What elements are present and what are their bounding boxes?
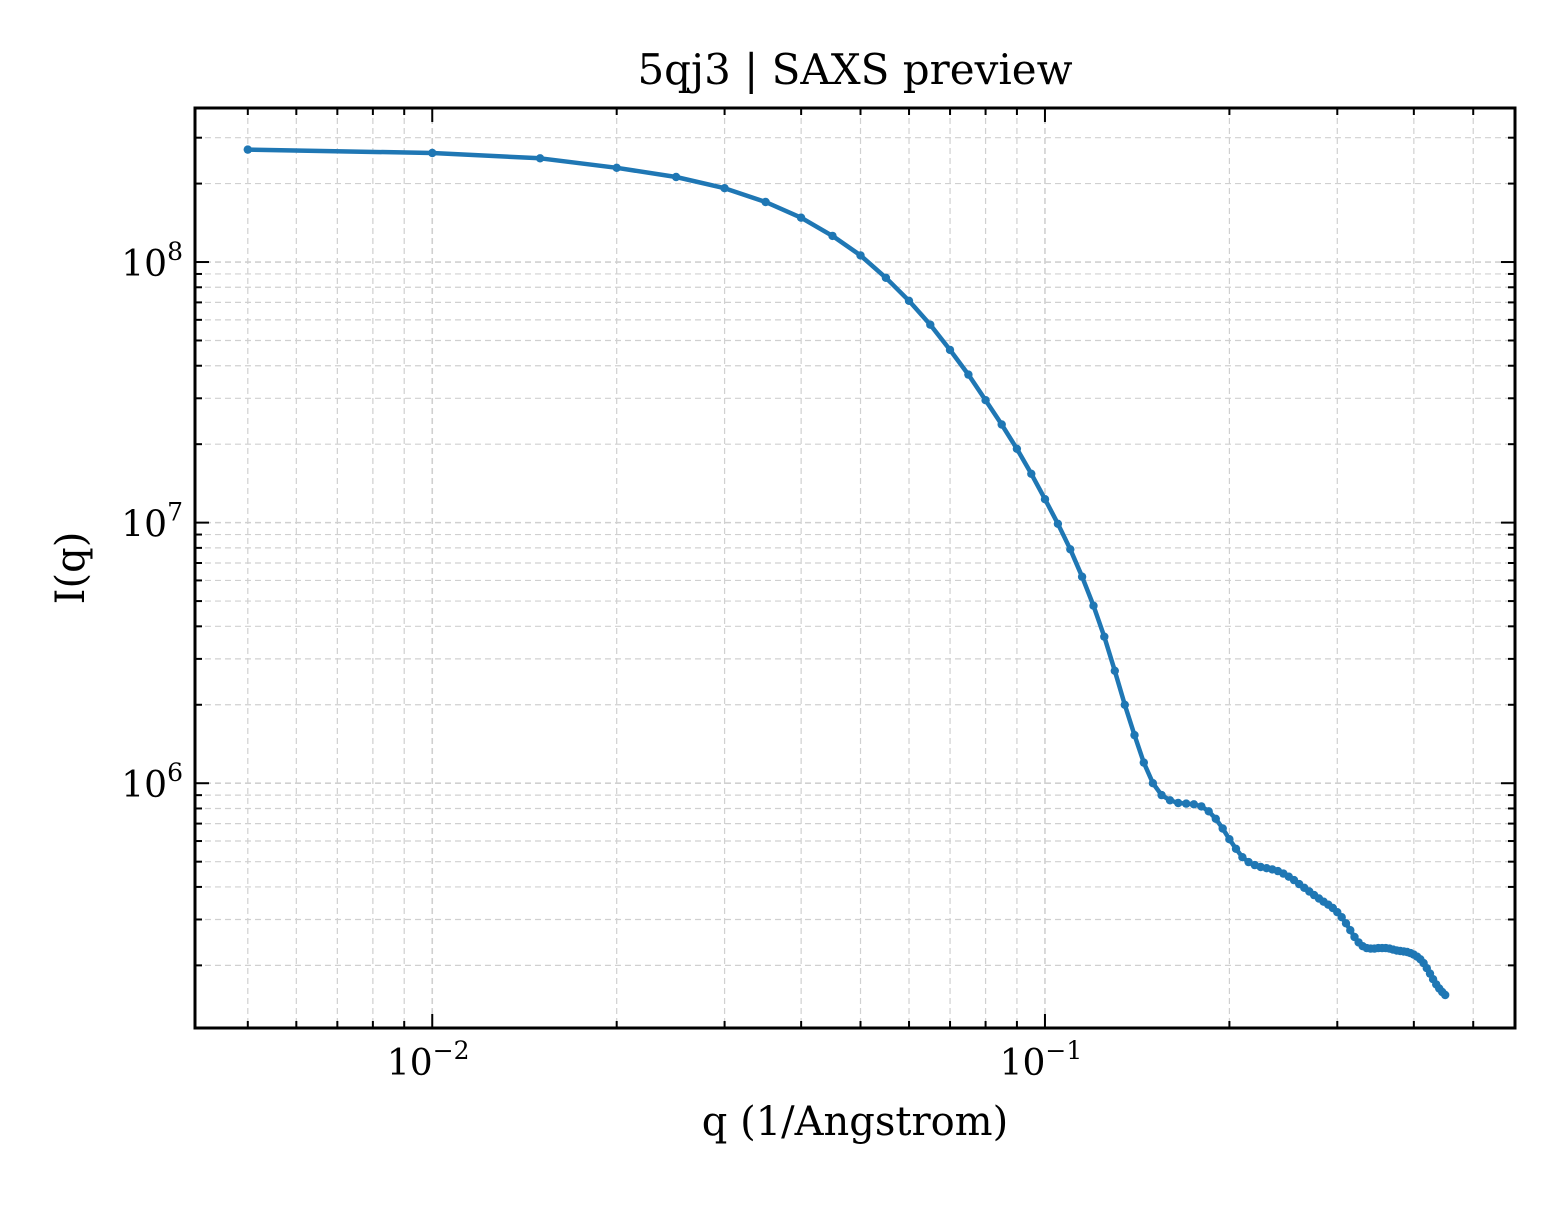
data-point — [1231, 844, 1241, 853]
data-point — [964, 370, 973, 379]
x-axis-label: q (1/Angstrom) — [702, 1099, 1008, 1145]
data-point — [1341, 919, 1351, 928]
data-point — [1238, 853, 1247, 862]
data-point — [856, 251, 865, 260]
series-layer — [243, 145, 1450, 1000]
data-point — [1120, 700, 1130, 709]
y-axis-label: I(q) — [48, 532, 94, 605]
data-point — [1441, 990, 1450, 1000]
data-point — [761, 197, 770, 207]
data-point — [1040, 495, 1050, 504]
data-point — [904, 296, 914, 305]
data-point — [945, 345, 955, 355]
data-point — [671, 172, 681, 182]
tick-labels: 10−2 10−1 106 107 108 — [121, 237, 1082, 1084]
data-point — [997, 420, 1006, 429]
data-point — [1066, 545, 1075, 554]
y-tick-label: 106 — [121, 758, 183, 806]
grid-lines — [195, 108, 1515, 1028]
data-point — [1197, 802, 1206, 811]
data-point — [1110, 666, 1120, 675]
data-point — [1130, 730, 1139, 740]
data-point — [1211, 814, 1221, 823]
x-tick-label: 10−1 — [1000, 1036, 1083, 1084]
data-point — [1174, 798, 1183, 808]
data-point — [1225, 835, 1234, 844]
plot-frame — [193, 106, 1517, 1030]
data-point — [1012, 444, 1022, 453]
data-point — [1077, 572, 1087, 581]
chart-title: 5qj3 | SAXS preview — [637, 45, 1072, 94]
data-point — [1204, 807, 1213, 816]
data-point — [881, 273, 891, 282]
data-point — [1157, 790, 1166, 800]
data-point — [1165, 796, 1175, 805]
x-tick-label: 10−2 — [387, 1036, 470, 1084]
y-tick-label: 107 — [121, 498, 183, 546]
axis-ticks — [195, 108, 1515, 1028]
data-point — [1089, 601, 1098, 610]
data-point — [1218, 824, 1227, 833]
data-point — [828, 231, 837, 241]
data-point — [981, 396, 990, 405]
data-point — [612, 163, 621, 172]
data-point — [1027, 469, 1036, 478]
data-point — [535, 154, 545, 163]
data-point — [1337, 913, 1346, 922]
data-point — [428, 148, 437, 158]
data-point — [1100, 632, 1109, 641]
data-point — [796, 213, 806, 222]
data-point — [1148, 779, 1158, 788]
data-point — [1139, 758, 1149, 767]
data-point — [1346, 926, 1355, 935]
data-point — [926, 320, 935, 329]
data-point — [1182, 799, 1191, 808]
data-point — [243, 145, 252, 154]
y-tick-label: 108 — [121, 237, 183, 285]
data-point — [1189, 800, 1199, 809]
data-point — [720, 184, 729, 193]
data-point — [1053, 519, 1063, 528]
